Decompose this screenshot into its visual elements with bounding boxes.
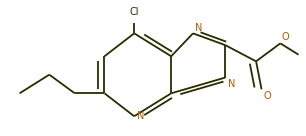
Text: N: N (195, 23, 202, 33)
Text: Cl: Cl (129, 7, 139, 17)
Text: O: O (282, 32, 289, 42)
Text: N: N (228, 79, 235, 89)
Text: O: O (264, 91, 272, 101)
Text: N: N (136, 111, 144, 121)
